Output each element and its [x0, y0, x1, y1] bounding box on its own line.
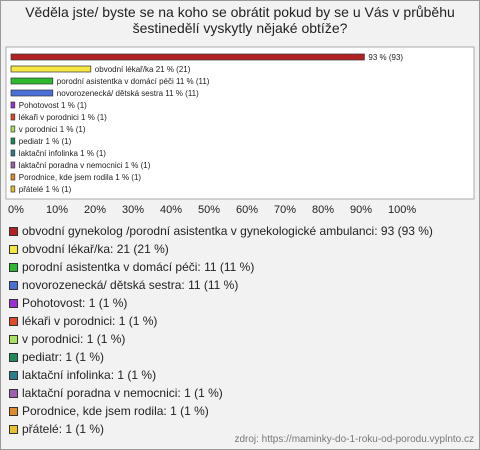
legend-item: přátelé: 1 (1 %) [9, 420, 471, 438]
legend-label: přátelé: 1 (1 %) [22, 422, 105, 436]
chart-title: Věděla jste/ byste se na koho se obrátit… [25, 4, 455, 36]
legend-item: pediatr: 1 (1 %) [9, 348, 471, 366]
x-tick-label: 10% [46, 204, 68, 216]
bar [10, 149, 16, 157]
legend-item: porodní asistentka v domácí péči: 11 (11… [9, 258, 471, 276]
legend-item: laktační infolinka: 1 (1 %) [9, 366, 471, 384]
x-tick-label: 0% [8, 204, 24, 216]
bar [10, 53, 365, 61]
legend-swatch [9, 263, 18, 272]
value-label: laktační infolinka 1 % (1) [19, 149, 106, 158]
legend-swatch [9, 425, 18, 434]
legend-label: novorozenecká/ dětská sestra: 11 (11 %) [22, 278, 239, 292]
legend-swatch [9, 317, 18, 326]
value-label: novorozenecká/ dětská sestra 11 % (11) [57, 89, 199, 98]
legend-item: lékaři v porodnici: 1 (1 %) [9, 312, 471, 330]
legend-label: v porodnici: 1 (1 %) [22, 332, 126, 346]
legend-label: lékaři v porodnici: 1 (1 %) [22, 314, 158, 328]
legend-swatch [9, 371, 18, 380]
bar [10, 101, 16, 109]
legend-swatch [9, 353, 18, 362]
bar [10, 137, 16, 145]
legend-swatch [9, 407, 18, 416]
bar [10, 185, 16, 193]
x-tick-label: 90% [350, 204, 372, 216]
source: zdroj: https://maminky-do-1-roku-od-poro… [234, 434, 474, 445]
value-label: v porodnici 1 % (1) [19, 125, 86, 134]
x-tick-label: 40% [160, 204, 182, 216]
legend-label: Pohotovost: 1 (1 %) [22, 296, 128, 310]
legend-item: novorozenecká/ dětská sestra: 11 (11 %) [9, 276, 471, 294]
legend-swatch [9, 245, 18, 254]
bar [10, 65, 92, 73]
value-label: obvodní lékař/ka 21 % (21) [95, 65, 191, 74]
legend-label: porodní asistentka v domácí péči: 11 (11… [22, 260, 255, 274]
bar [10, 77, 54, 85]
value-label: porodní asistentka v domácí péči 11 % (1… [57, 77, 210, 86]
x-tick-label: 70% [274, 204, 296, 216]
legend-label: Porodnice, kde jsem rodila: 1 (1 %) [22, 404, 209, 418]
legend-item: Pohotovost: 1 (1 %) [9, 294, 471, 312]
legend-item: laktační poradna v nemocnici: 1 (1 %) [9, 384, 471, 402]
legend-item: v porodnici: 1 (1 %) [9, 330, 471, 348]
x-tick-label: 30% [122, 204, 144, 216]
x-tick-label: 100% [388, 204, 416, 216]
x-tick-label: 60% [236, 204, 258, 216]
x-tick-label: 20% [84, 204, 106, 216]
legend-swatch [9, 335, 18, 344]
value-label: Porodnice, kde jsem rodila 1 % (1) [19, 173, 142, 182]
legend: obvodní gynekolog /porodní asistentka v … [9, 222, 471, 438]
legend-label: laktační infolinka: 1 (1 %) [22, 368, 157, 382]
x-tick-label: 50% [198, 204, 220, 216]
value-label: lékaři v porodnici 1 % (1) [19, 113, 107, 122]
value-label: Pohotovost 1 % (1) [19, 101, 87, 110]
legend-item: obvodní gynekolog /porodní asistentka v … [9, 222, 471, 240]
legend-swatch [9, 389, 18, 398]
legend-label: laktační poradna v nemocnici: 1 (1 %) [22, 386, 223, 400]
bar [10, 113, 16, 121]
value-label: přátelé 1 % (1) [19, 185, 72, 194]
value-label: pediatr 1 % (1) [19, 137, 72, 146]
value-label: laktační poradna v nemocnici 1 % (1) [19, 161, 151, 170]
bar [10, 89, 54, 97]
legend-swatch [9, 227, 18, 236]
x-tick-label: 80% [312, 204, 334, 216]
legend-label: pediatr: 1 (1 %) [22, 350, 105, 364]
legend-swatch [9, 281, 18, 290]
legend-swatch [9, 299, 18, 308]
bar [10, 161, 16, 169]
value-label: 93 % (93) [368, 53, 403, 62]
legend-label: obvodní gynekolog /porodní asistentka v … [22, 224, 433, 238]
bar [10, 173, 16, 181]
legend-label: obvodní lékař/ka: 21 (21 %) [22, 242, 169, 256]
bar [10, 125, 16, 133]
legend-item: obvodní lékař/ka: 21 (21 %) [9, 240, 471, 258]
legend-item: Porodnice, kde jsem rodila: 1 (1 %) [9, 402, 471, 420]
